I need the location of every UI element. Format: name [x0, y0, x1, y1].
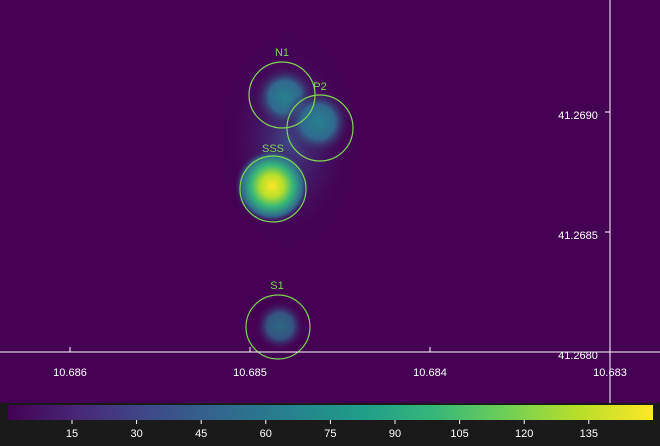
colorbar-tick-label: 135: [580, 428, 598, 440]
colorbar-tick-label: 120: [515, 428, 533, 440]
region-label: S1: [270, 280, 283, 292]
x-tick-label: 10.685: [233, 367, 267, 379]
region-label: SSS: [262, 143, 284, 155]
x-tick-label: 10.686: [53, 367, 87, 379]
colorbar-tick-label: 90: [389, 428, 401, 440]
region-label: P2: [313, 81, 326, 93]
source-blob: [284, 88, 352, 156]
source-blob: [254, 300, 306, 352]
colorbar-tick-label: 105: [450, 428, 468, 440]
y-tick-label: 41.2690: [558, 110, 598, 122]
colorbar-tick-label: 75: [324, 428, 336, 440]
x-tick-label: 10.684: [413, 367, 447, 379]
source-blob: [234, 148, 310, 224]
colorbar-tick-label: 45: [195, 428, 207, 440]
colorbar-tick-label: 60: [260, 428, 272, 440]
viewer: N1 P2 SSS S1 10.686 10.685 10.684 10.683 41.…: [0, 0, 660, 441]
page: N1 P2 SSS S1 10.686 10.685 10.684 10.683 41.…: [0, 0, 660, 446]
x-tick-label: 10.683: [593, 367, 627, 379]
colorbar-tick-label: 30: [130, 428, 142, 440]
y-tick-label: 41.2685: [558, 230, 598, 242]
colorbar-tick-label: 15: [66, 428, 78, 440]
colorbar: [8, 405, 653, 420]
region-label: N1: [275, 47, 289, 59]
y-tick-label: 41.2680: [558, 350, 598, 362]
